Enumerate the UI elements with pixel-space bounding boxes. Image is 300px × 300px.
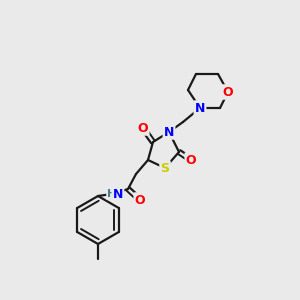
Text: O: O [135,194,145,206]
Text: N: N [113,188,123,200]
Text: O: O [223,85,233,98]
Text: H: H [107,189,117,199]
Text: O: O [186,154,196,166]
Text: O: O [138,122,148,134]
Text: S: S [160,161,169,175]
Text: N: N [164,125,174,139]
Text: N: N [195,101,205,115]
